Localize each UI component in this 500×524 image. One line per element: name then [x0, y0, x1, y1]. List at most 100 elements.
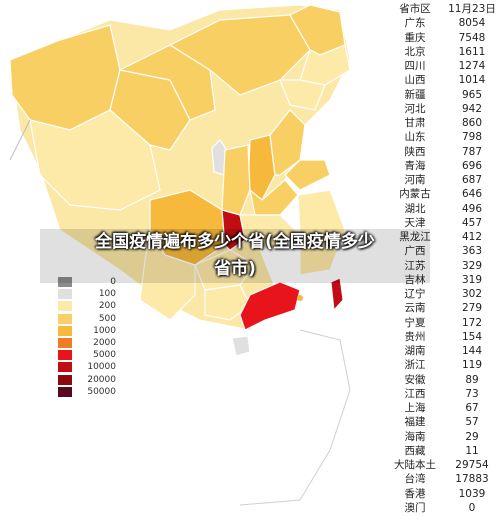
row-name: 宁夏 — [404, 316, 426, 329]
legend-swatch — [58, 386, 72, 397]
row-name: 吉林 — [404, 273, 426, 286]
legend-label: 500 — [98, 313, 116, 324]
table-row: 上海 67 — [386, 401, 498, 415]
row-name: 澳门 — [404, 501, 426, 514]
row-value: 646 — [461, 188, 483, 201]
row-name: 安徽 — [404, 373, 426, 386]
row-name: 海南 — [404, 430, 426, 443]
row-name: 湖北 — [404, 202, 426, 215]
table-row: 云南 279 — [386, 301, 498, 315]
row-name: 贵州 — [404, 330, 426, 343]
table-row: 香港 1039 — [386, 487, 498, 501]
row-name: 青海 — [404, 159, 426, 172]
table-row: 大陆本土 29754 — [386, 458, 498, 472]
table-row: 内蒙古 646 — [386, 187, 498, 201]
table-row: 天津 457 — [386, 216, 498, 230]
row-value: 696 — [461, 159, 483, 172]
legend-swatch — [58, 337, 72, 348]
table-row: 青海 696 — [386, 159, 498, 173]
row-value: 363 — [461, 245, 483, 258]
china-map: 0 100 200 500 1000 2000 5000 10000 20000… — [9, 4, 351, 506]
region-yunnan — [139, 228, 196, 321]
region-liaoning — [279, 79, 326, 111]
region-shandong — [284, 159, 331, 191]
row-value: 965 — [461, 88, 483, 101]
legend-swatch — [58, 362, 72, 373]
row-value: 1274 — [458, 60, 486, 72]
table-header: 省市区 11月23日 — [386, 2, 498, 16]
table-row: 广东 8054 — [386, 16, 498, 30]
legend-swatch — [58, 325, 72, 336]
row-name: 新疆 — [404, 88, 426, 101]
row-name: 台湾 — [404, 473, 426, 486]
overlay-title-line2: 省市) — [214, 259, 256, 279]
legend-item: 50000 — [58, 386, 138, 398]
province-map-svg — [9, 4, 351, 506]
row-value: 7548 — [458, 31, 486, 44]
legend-label: 2000 — [93, 337, 116, 348]
map-legend: 0 100 200 500 1000 2000 5000 10000 20000… — [58, 276, 138, 398]
legend-swatch — [58, 374, 72, 385]
south-sea-line — [239, 329, 351, 506]
row-value: 798 — [461, 131, 483, 144]
legend-item: 0 — [58, 276, 138, 288]
row-value: 457 — [461, 216, 483, 229]
table-row: 海南 29 — [386, 430, 498, 444]
region-chongqing — [221, 209, 246, 251]
row-name: 浙江 — [404, 359, 426, 372]
row-name: 云南 — [404, 302, 426, 315]
table-row: 河南 687 — [386, 173, 498, 187]
table-row: 甘肃 860 — [386, 116, 498, 130]
row-name: 福建 — [404, 416, 426, 429]
row-value: 1014 — [458, 74, 486, 87]
region-taiwan — [330, 277, 344, 312]
legend-label: 100 — [98, 289, 116, 300]
region-east — [297, 189, 346, 276]
region-neimenggu — [168, 14, 311, 96]
table-row: 河北 942 — [386, 102, 498, 116]
table-row: 江西 73 — [386, 387, 498, 401]
row-value: 17883 — [455, 473, 489, 486]
row-name: 江苏 — [404, 259, 426, 272]
row-name: 广西 — [404, 245, 426, 258]
legend-swatch — [58, 277, 72, 287]
table-row: 安徽 89 — [386, 373, 498, 387]
row-value: 279 — [461, 302, 483, 315]
table-row: 北京 1611 — [386, 45, 498, 59]
row-name: 黑龙江 — [399, 231, 431, 243]
table-row: 吉林 319 — [386, 273, 498, 287]
row-value: 687 — [461, 174, 483, 186]
row-value: 329 — [461, 259, 483, 272]
row-value: 57 — [465, 416, 479, 429]
region-hainan — [231, 335, 251, 357]
legend-swatch — [58, 301, 72, 312]
row-value: 412 — [461, 231, 483, 243]
row-value: 73 — [465, 387, 479, 400]
table-row: 澳门 0 — [386, 501, 498, 515]
row-name: 陕西 — [404, 145, 426, 158]
row-name: 湖南 — [404, 345, 426, 357]
legend-label: 20000 — [87, 374, 116, 385]
table-row: 山西 1014 — [386, 73, 498, 87]
row-value: 144 — [461, 345, 483, 357]
legend-item: 10000 — [58, 361, 138, 373]
table-row: 辽宁 302 — [386, 287, 498, 301]
row-value: 29 — [465, 430, 479, 443]
table-row: 台湾 17883 — [386, 472, 498, 486]
legend-swatch — [58, 289, 72, 300]
row-name: 河北 — [404, 102, 426, 115]
row-value: 119 — [461, 359, 483, 372]
row-name: 西藏 — [404, 444, 426, 457]
header-date: 11月23日 — [448, 3, 496, 15]
row-value: 1611 — [458, 45, 486, 58]
row-name: 内蒙古 — [399, 188, 431, 201]
row-name: 北京 — [404, 45, 426, 58]
table-row: 福建 57 — [386, 415, 498, 429]
legend-label: 10000 — [87, 362, 116, 373]
legend-label: 50000 — [87, 386, 116, 397]
row-value: 29754 — [455, 459, 489, 471]
legend-swatch — [58, 313, 72, 324]
row-name: 香港 — [404, 487, 426, 500]
legend-label: 1000 — [93, 325, 116, 336]
legend-label: 5000 — [93, 350, 116, 361]
